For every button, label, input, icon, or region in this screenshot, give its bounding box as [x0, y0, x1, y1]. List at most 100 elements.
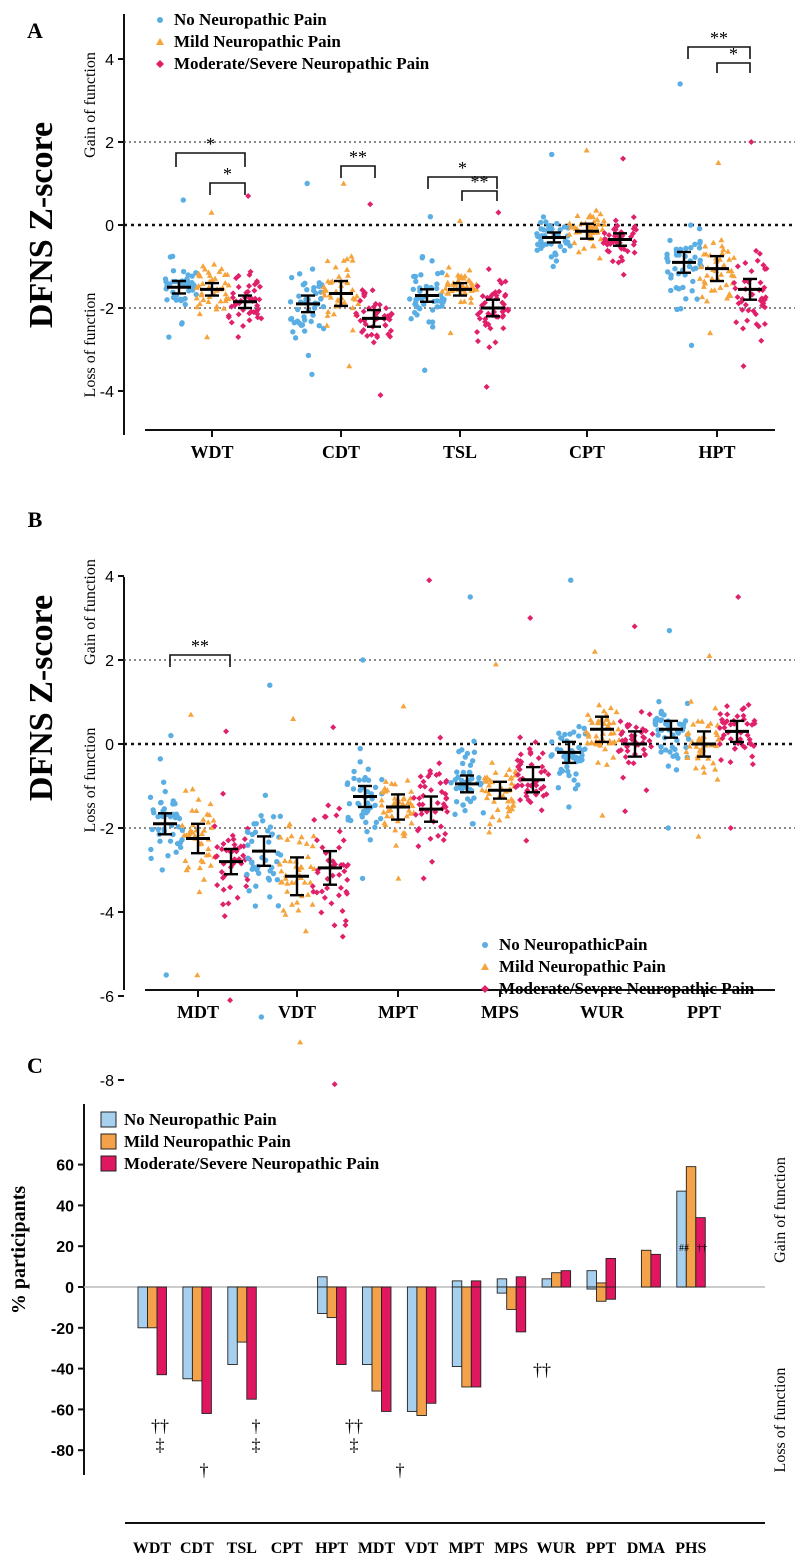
data-point: [437, 735, 443, 741]
data-point: [699, 294, 705, 299]
data-point: [495, 210, 501, 216]
data-point: [259, 1014, 264, 1019]
data-point: [236, 311, 242, 317]
data-point: [246, 283, 252, 289]
bar: [597, 1283, 607, 1287]
data-point: [197, 865, 203, 870]
data-point: [373, 785, 378, 790]
data-point: [455, 272, 461, 277]
data-point: [454, 769, 459, 774]
data-point: [734, 713, 740, 719]
category-label: MPS: [481, 1002, 519, 1022]
data-point: [540, 750, 546, 756]
data-point: [641, 747, 647, 753]
data-point: [702, 243, 708, 248]
legend-label: Moderate/Severe Neuropathic Pain: [499, 979, 755, 998]
data-point: [254, 821, 259, 826]
data-point: [422, 368, 427, 373]
data-point: [727, 759, 733, 765]
data-point: [296, 293, 301, 298]
annotation-symbol: ††: [151, 1416, 169, 1436]
data-point: [355, 801, 360, 806]
data-point: [597, 255, 603, 260]
data-point: [558, 244, 563, 249]
bar: [507, 1287, 517, 1309]
data-point: [204, 334, 210, 339]
data-point: [302, 328, 307, 333]
data-point: [196, 797, 202, 802]
data-point: [275, 851, 280, 856]
data-point: [535, 248, 540, 253]
data-point: [211, 817, 217, 822]
legend-swatch: [101, 1112, 116, 1127]
data-point: [647, 711, 653, 717]
data-point: [601, 218, 607, 223]
data-point: [325, 802, 331, 808]
data-point: [429, 859, 435, 865]
bar: [597, 1287, 607, 1301]
data-point: [420, 779, 426, 785]
data-point: [420, 254, 425, 259]
data-point: [638, 709, 644, 715]
data-point: [674, 285, 679, 290]
data-point: [698, 258, 703, 263]
data-point: [350, 327, 356, 332]
annotation-symbol: ‡: [252, 1435, 261, 1455]
data-point: [493, 770, 499, 775]
data-point: [676, 730, 681, 735]
data-point: [468, 300, 474, 305]
significance-label: *: [458, 158, 467, 178]
bar: [462, 1287, 472, 1387]
data-point: [666, 763, 671, 768]
legend-marker: [481, 985, 489, 993]
data-point: [567, 731, 572, 736]
significance-label: **: [710, 28, 728, 48]
data-point: [581, 246, 587, 251]
annotation-symbol: ††: [345, 1416, 363, 1436]
data-point: [245, 843, 250, 848]
legend-label: Mild Neuropathic Pain: [124, 1132, 291, 1151]
data-point: [717, 711, 723, 717]
data-point: [444, 272, 450, 277]
data-point: [556, 785, 561, 790]
data-point: [724, 711, 730, 717]
annotation-symbol: ††: [697, 1243, 707, 1254]
data-point: [330, 724, 336, 730]
data-point: [245, 856, 250, 861]
y-tick-label: -8: [100, 1073, 114, 1090]
bar: [552, 1273, 562, 1287]
data-point: [746, 702, 752, 708]
data-point: [549, 152, 554, 157]
data-point: [755, 258, 761, 264]
data-point: [540, 243, 545, 248]
data-point: [688, 698, 694, 703]
data-point: [509, 780, 515, 785]
data-point: [551, 264, 556, 269]
data-point: [311, 833, 317, 838]
data-point: [750, 761, 756, 767]
annotation-symbol: ††: [533, 1360, 551, 1380]
data-point: [437, 780, 443, 786]
data-point: [251, 288, 257, 294]
data-point: [344, 877, 350, 883]
data-point: [205, 299, 211, 304]
data-point: [221, 887, 227, 893]
data-point: [672, 266, 677, 271]
loss-label: Loss of function: [82, 293, 99, 398]
data-point: [377, 392, 383, 398]
bar: [318, 1277, 328, 1287]
data-point: [445, 280, 451, 285]
data-point: [620, 775, 626, 781]
gain-label: Gain of function: [82, 52, 99, 158]
significance-bracket: [210, 183, 245, 195]
bar: [516, 1277, 526, 1287]
data-point: [324, 885, 330, 891]
data-point: [610, 258, 616, 264]
bar: [542, 1279, 552, 1287]
data-point: [571, 777, 576, 782]
data-point: [165, 853, 170, 858]
data-point: [288, 317, 293, 322]
y-axis-title: % participants: [8, 1186, 30, 1315]
y-axis-title: DFNS Z-score: [23, 122, 60, 328]
data-point: [608, 705, 614, 710]
